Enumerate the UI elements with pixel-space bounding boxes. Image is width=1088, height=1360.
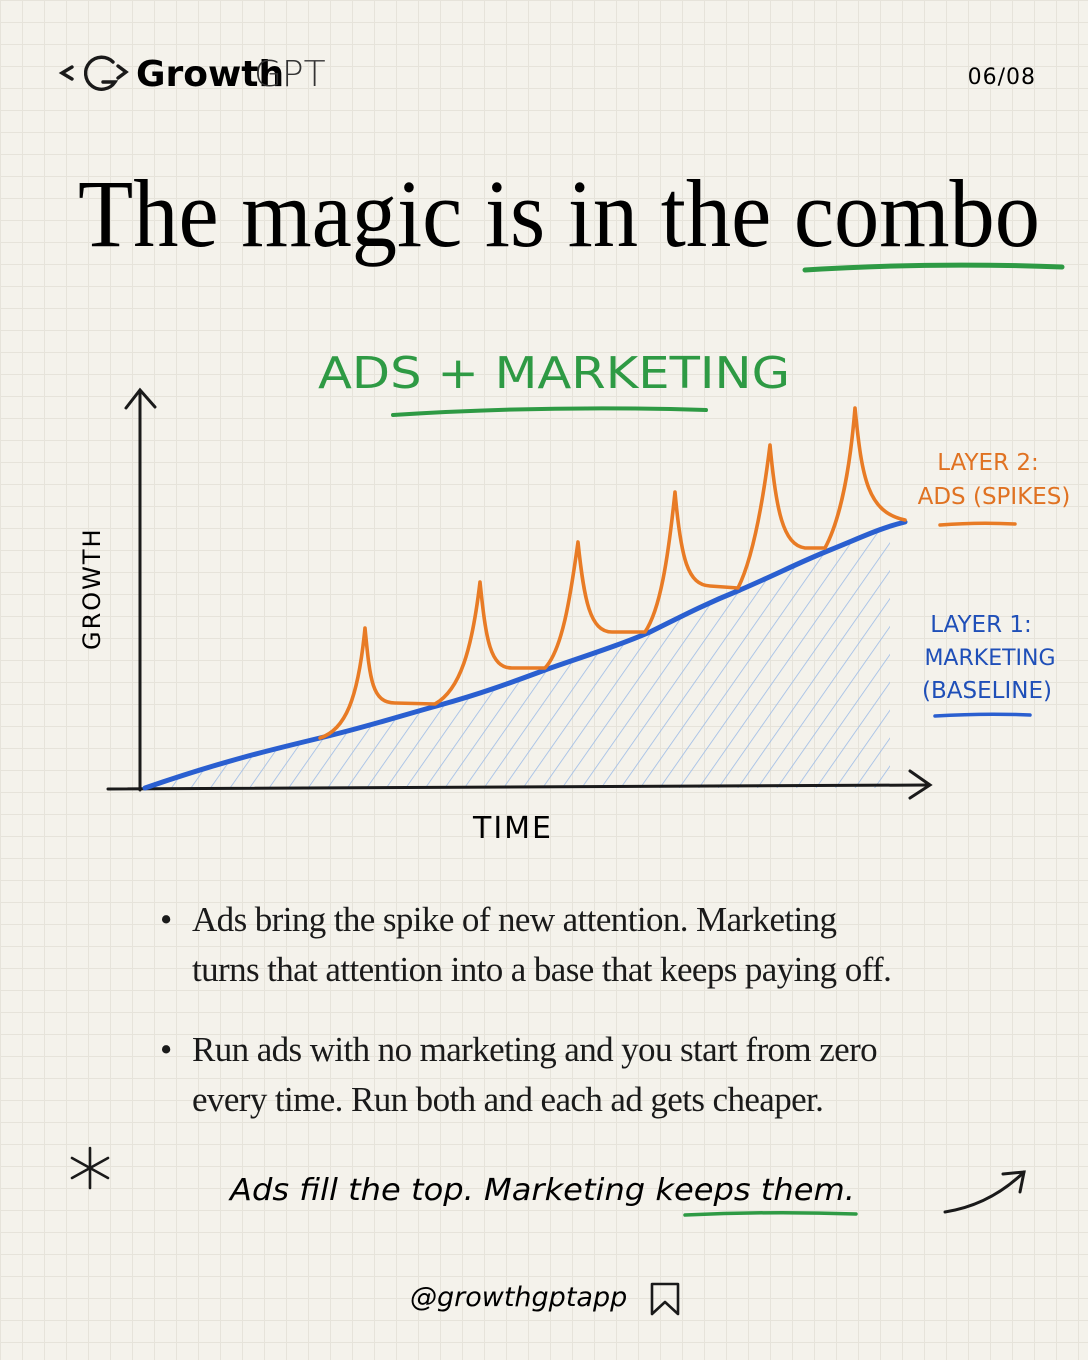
next-arrow (943, 1170, 1026, 1214)
bookmark-icon (650, 1282, 680, 1316)
asterisk (70, 1146, 110, 1190)
chart-title-underline (391, 406, 708, 417)
brand-bold: Growth (136, 54, 284, 95)
bullet: Run ads with no marketing and you start … (160, 1025, 900, 1125)
layer-label: ADS (SPIKES) (918, 484, 1071, 510)
baseline-area (145, 528, 890, 788)
y-axis-label: GROWTH (78, 527, 106, 650)
bullet: Ads bring the spike of new attention. Ma… (160, 895, 900, 995)
x-axis-label: TIME (472, 811, 553, 846)
tagline-underline (683, 1210, 858, 1217)
layer-label: (BASELINE) (922, 678, 1052, 704)
layer-swatch (933, 712, 1032, 718)
title-underline (802, 262, 1065, 273)
brand-light: GPT (254, 54, 326, 95)
title: The magic is in the combo (78, 160, 1040, 267)
handle: @growthgptapp (410, 1282, 627, 1313)
bullet-list: Ads bring the spike of new attention. Ma… (160, 895, 900, 1155)
tagline: Ads fill the top. Marketing keeps them. (228, 1173, 855, 1208)
layer-label: LAYER 2: (937, 450, 1039, 476)
axes (106, 387, 933, 800)
layer-swatch (938, 521, 1017, 527)
page-number: 06/08 (968, 65, 1036, 90)
layer-label: MARKETING (924, 646, 1055, 671)
logo-icon (58, 55, 129, 91)
chart-title: ADS + MARKETING (318, 348, 790, 399)
spikes-line (318, 406, 907, 740)
layer-label: LAYER 1: (930, 612, 1032, 638)
